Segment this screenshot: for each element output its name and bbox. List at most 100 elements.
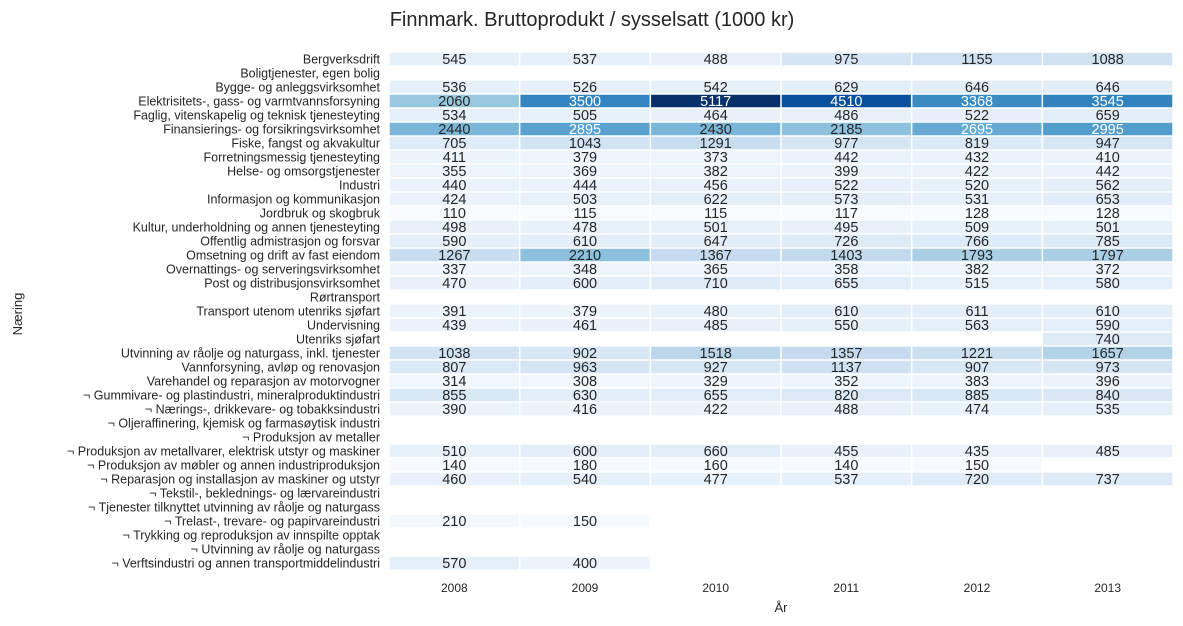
x-tick-label: 2013: [1094, 581, 1121, 595]
cell-value-label: 391: [442, 304, 466, 320]
cell-value-label: 1038: [438, 346, 470, 362]
cell-value-label: 379: [573, 150, 597, 166]
cell-value-label: 442: [1096, 164, 1120, 180]
cell-value-label: 115: [704, 206, 727, 222]
cell-value-label: 470: [442, 276, 466, 292]
heatmap-cell: [651, 472, 781, 486]
heatmap-cell: [389, 318, 519, 332]
cell-value-label: 140: [834, 458, 858, 474]
x-tick-label: 2010: [702, 581, 729, 595]
cell-value-label: 535: [1096, 402, 1120, 418]
cell-value-label: 510: [442, 444, 466, 460]
cell-value-label: 550: [834, 318, 858, 334]
heatmap-cell: [389, 80, 519, 94]
cell-value-label: 540: [573, 472, 597, 488]
cell-value-label: 766: [965, 234, 989, 250]
cell-value-label: 622: [704, 192, 728, 208]
x-tick-label: 2008: [441, 581, 468, 595]
heatmap-cell: [1043, 52, 1173, 66]
heatmap-cell: [520, 388, 650, 402]
x-tick-labels: 2008 2009 2010 2011 2012 2013: [441, 581, 1121, 595]
cell-value-label: 355: [442, 164, 466, 180]
cell-value-label: 562: [1096, 178, 1120, 194]
cell-value-label: 610: [1096, 304, 1120, 320]
heatmap-cell: [912, 52, 1042, 66]
row-label: ¬ Gummivare- og plastindustri, mineralpr…: [83, 389, 380, 403]
heatmap-cell: [651, 108, 781, 122]
heatmap-cell: [389, 402, 519, 416]
heatmap-cell: [1043, 472, 1173, 486]
cell-value-label: 570: [442, 556, 466, 572]
row-label: Finansierings- og forsikringsvirksomhet: [163, 123, 380, 137]
heatmap-cell: [520, 94, 650, 108]
cell-value-label: 352: [834, 374, 858, 390]
cell-value-label: 488: [704, 52, 728, 68]
cell-value-label: 5117: [700, 94, 731, 110]
heatmap-cell: [651, 402, 781, 416]
heatmap-cell: [651, 136, 781, 150]
heatmap-cell: [781, 472, 911, 486]
heatmap-cell: [912, 164, 1042, 178]
heatmap-cell: [1043, 248, 1173, 262]
cell-value-label: 439: [442, 318, 466, 334]
heatmap-cell: [912, 304, 1042, 318]
row-label: Utvinning av råolje og naturgass, inkl. …: [121, 347, 380, 361]
cell-value-label: 855: [442, 388, 466, 404]
cell-value-label: 128: [965, 206, 989, 222]
heatmap-cell: [651, 276, 781, 290]
heatmap-cell: [520, 514, 650, 528]
heatmap-cell: [389, 108, 519, 122]
cell-value-label: 485: [704, 318, 728, 334]
row-label: ¬ Trykking og reproduksjon av innspilte …: [123, 529, 381, 543]
heatmap-cell: [651, 346, 781, 360]
chart-title: Finnmark. Bruttoprodukt / sysselsatt (10…: [390, 9, 795, 31]
heatmap-cell: [912, 80, 1042, 94]
cell-value-label: 140: [442, 458, 466, 474]
heatmap-cell: [1043, 136, 1173, 150]
row-label: Helse- og omsorgstjenester: [227, 165, 380, 179]
heatmap-cell: [912, 374, 1042, 388]
cell-value-label: 542: [704, 80, 728, 96]
cell-value-label: 396: [1096, 374, 1120, 390]
heatmap-cell: [651, 80, 781, 94]
heatmap-cell: [781, 304, 911, 318]
cell-value-label: 4510: [830, 94, 862, 110]
cell-value-label: 610: [834, 304, 858, 320]
cell-value-label: 1291: [700, 136, 732, 152]
heatmap-cell: [651, 94, 781, 108]
cell-value-label: 117: [835, 206, 858, 222]
cell-value-label: 365: [704, 262, 728, 278]
heatmap-cell: [389, 514, 519, 528]
cell-value-label: 422: [965, 164, 989, 180]
cell-value-label: 534: [442, 108, 466, 124]
heatmap-cell: [389, 178, 519, 192]
heatmap-cell: [1043, 80, 1173, 94]
cell-value-label: 907: [965, 360, 989, 376]
heatmap-cell: [1043, 444, 1173, 458]
heatmap-cell: [781, 164, 911, 178]
cell-value-label: 522: [834, 178, 858, 194]
heatmap-cell: [912, 248, 1042, 262]
heatmap-cell: [520, 374, 650, 388]
heatmap-cell: [912, 472, 1042, 486]
cell-value-label: 531: [965, 192, 989, 208]
heatmap-cell: [389, 192, 519, 206]
cell-value-label: 369: [573, 164, 597, 180]
heatmap-cell: [389, 136, 519, 150]
cell-value-label: 647: [704, 234, 728, 250]
heatmap-cell: [912, 122, 1042, 136]
heatmap-cell: [389, 304, 519, 318]
cell-value-label: 807: [442, 360, 466, 376]
cell-value-label: 947: [1096, 136, 1120, 152]
heatmap-cell: [1043, 178, 1173, 192]
heatmap-cell: [520, 192, 650, 206]
heatmap-cell: [781, 374, 911, 388]
cell-value-label: 819: [965, 136, 989, 152]
cell-value-label: 390: [442, 402, 466, 418]
cell-value-label: 963: [573, 360, 597, 376]
cell-value-label: 973: [1096, 360, 1120, 376]
heatmap-cell: [1043, 262, 1173, 276]
cell-value-label: 537: [573, 52, 597, 68]
heatmap-cell: [389, 206, 519, 220]
row-label: ¬ Tekstil-, beklednings- og lærvareindus…: [149, 487, 380, 501]
